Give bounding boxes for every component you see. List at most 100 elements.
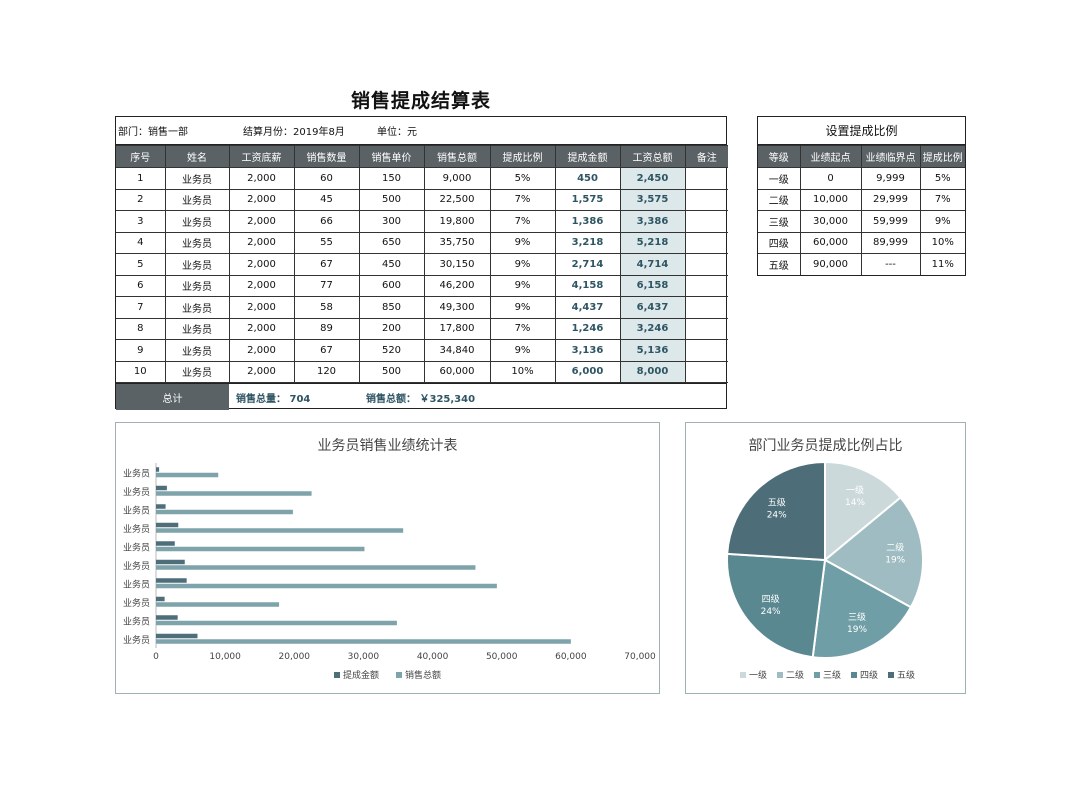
bar-sales (156, 472, 219, 478)
x-tick-label: 30,000 (348, 652, 380, 662)
main-grid: 序号 姓名 工资底薪 销售数量 销售单价 销售总额 提成比例 提成金额 工资总额 备注 1 业务员 2… (116, 145, 728, 383)
bar-sales (156, 583, 497, 589)
category-label: 业务员 (123, 541, 150, 553)
table-cell: 2,000 (228, 296, 295, 319)
table-cell: 6,000 (554, 360, 621, 383)
table-cell: 3,386 (619, 210, 686, 233)
table-cell: 35,750 (423, 231, 491, 254)
legend-label: 销售总额 (405, 669, 441, 681)
table-cell: 2,000 (228, 231, 295, 254)
legend-label: 二级 (786, 669, 804, 681)
table-row: 一级 0 9,999 5% (758, 167, 965, 190)
slice-name-label: 三级 (848, 611, 866, 623)
table-cell: 7% (489, 188, 556, 211)
column-header: 业绩起点 (799, 145, 862, 168)
table-cell: 2,000 (228, 167, 295, 190)
slice-value-label: 24% (767, 511, 787, 521)
table-cell: 22,500 (423, 188, 491, 211)
category-label: 业务员 (123, 560, 150, 572)
table-cell: 9% (489, 296, 556, 319)
table-cell: 9% (919, 210, 965, 233)
slice-value-label: 24% (761, 607, 781, 617)
table-cell: 2,000 (228, 253, 295, 276)
table-cell: 7% (919, 188, 965, 211)
table-cell: 77 (293, 274, 360, 297)
table-cell: 2,000 (228, 210, 295, 233)
bar-sales (156, 528, 404, 533)
legend-label: 三级 (823, 669, 841, 681)
table-cell: 7 (116, 296, 166, 319)
table-cell: 850 (358, 296, 425, 319)
legend-swatch (851, 672, 857, 678)
month-label: 结算月份：2019年8月 (243, 127, 345, 138)
table-cell: 5 (116, 253, 166, 276)
bar-sales (156, 620, 397, 626)
slice-name-label: 二级 (886, 541, 904, 553)
bar-sales (156, 602, 280, 607)
table-cell: 3,246 (619, 317, 686, 340)
table-cell: 3,575 (619, 188, 686, 211)
table-cell: 3,136 (554, 339, 621, 362)
table-cell: 业务员 (164, 274, 230, 297)
table-cell: 59,999 (860, 210, 921, 233)
total-label: 总计 (116, 384, 229, 410)
table-cell: 5,136 (619, 339, 686, 362)
bar-chart-title: 业务员销售业绩统计表 (317, 438, 458, 454)
table-cell: 66 (293, 210, 360, 233)
table-cell: 8,000 (619, 360, 686, 383)
table-row: 10 业务员 2,000 120 500 60,000 10% 6,000 8,000 (116, 360, 728, 383)
table-cell: 2 (116, 188, 166, 211)
column-header: 提成比例 (489, 145, 556, 168)
column-header: 工资底薪 (228, 145, 295, 168)
table-cell (684, 188, 728, 211)
table-row: 9 业务员 2,000 67 520 34,840 9% 3,136 5,136 (116, 339, 728, 362)
table-cell (684, 360, 728, 383)
bar-commission (156, 633, 198, 639)
legend-label: 提成金额 (343, 669, 379, 681)
legend-swatch (888, 672, 894, 678)
table-cell (684, 339, 728, 362)
table-cell: 2,000 (228, 274, 295, 297)
total-row: 总计 销售总量： 704 销售总额： ￥325,340 (116, 383, 726, 410)
column-header: 业绩临界点 (860, 145, 921, 168)
table-cell: 60,000 (423, 360, 491, 383)
table-cell: 业务员 (164, 210, 230, 233)
column-header: 备注 (684, 145, 728, 168)
table-cell: 89 (293, 317, 360, 340)
table-cell: 29,999 (860, 188, 921, 211)
table-cell: 3 (116, 210, 166, 233)
table-cell: 9% (489, 274, 556, 297)
table-cell: 4,158 (554, 274, 621, 297)
table-row: 3 业务员 2,000 66 300 19,800 7% 1,386 3,386 (116, 210, 728, 233)
table-cell: 1,575 (554, 188, 621, 211)
table-cell: 520 (358, 339, 425, 362)
table-cell: 5% (489, 167, 556, 190)
table-row: 五级 90,000 --- 11% (758, 253, 965, 275)
table-cell: 业务员 (164, 167, 230, 190)
bar-sales (156, 546, 365, 552)
total-quantity: 销售总量： 704 (236, 393, 311, 405)
table-cell: 450 (358, 253, 425, 276)
table-cell: 150 (358, 167, 425, 190)
pie-slice (811, 558, 913, 659)
table-cell: 6,437 (619, 296, 686, 319)
table-cell (684, 253, 728, 276)
table-row: 5 业务员 2,000 67 450 30,150 9% 2,714 4,714 (116, 253, 728, 276)
table-cell: 450 (554, 167, 621, 190)
bar-commission (156, 467, 160, 472)
slice-name-label: 五级 (768, 497, 786, 509)
category-label: 业务员 (123, 578, 150, 590)
category-label: 业务员 (123, 634, 150, 646)
table-cell: 10% (489, 360, 556, 383)
table-cell: 67 (293, 339, 360, 362)
table-cell: 46,200 (423, 274, 491, 297)
slice-value-label: 19% (847, 625, 867, 635)
rate-grid: 等级 业绩起点 业绩临界点 提成比例 一级 0 9,999 5% 二级 10,000 29,999… (758, 145, 965, 275)
table-cell (684, 167, 728, 190)
x-tick-label: 60,000 (555, 652, 587, 662)
table-cell: 2,000 (228, 339, 295, 362)
table-cell: 2,000 (228, 188, 295, 211)
table-cell: 90,000 (799, 253, 862, 275)
table-cell: 2,000 (228, 360, 295, 383)
table-cell: 2,450 (619, 167, 686, 190)
